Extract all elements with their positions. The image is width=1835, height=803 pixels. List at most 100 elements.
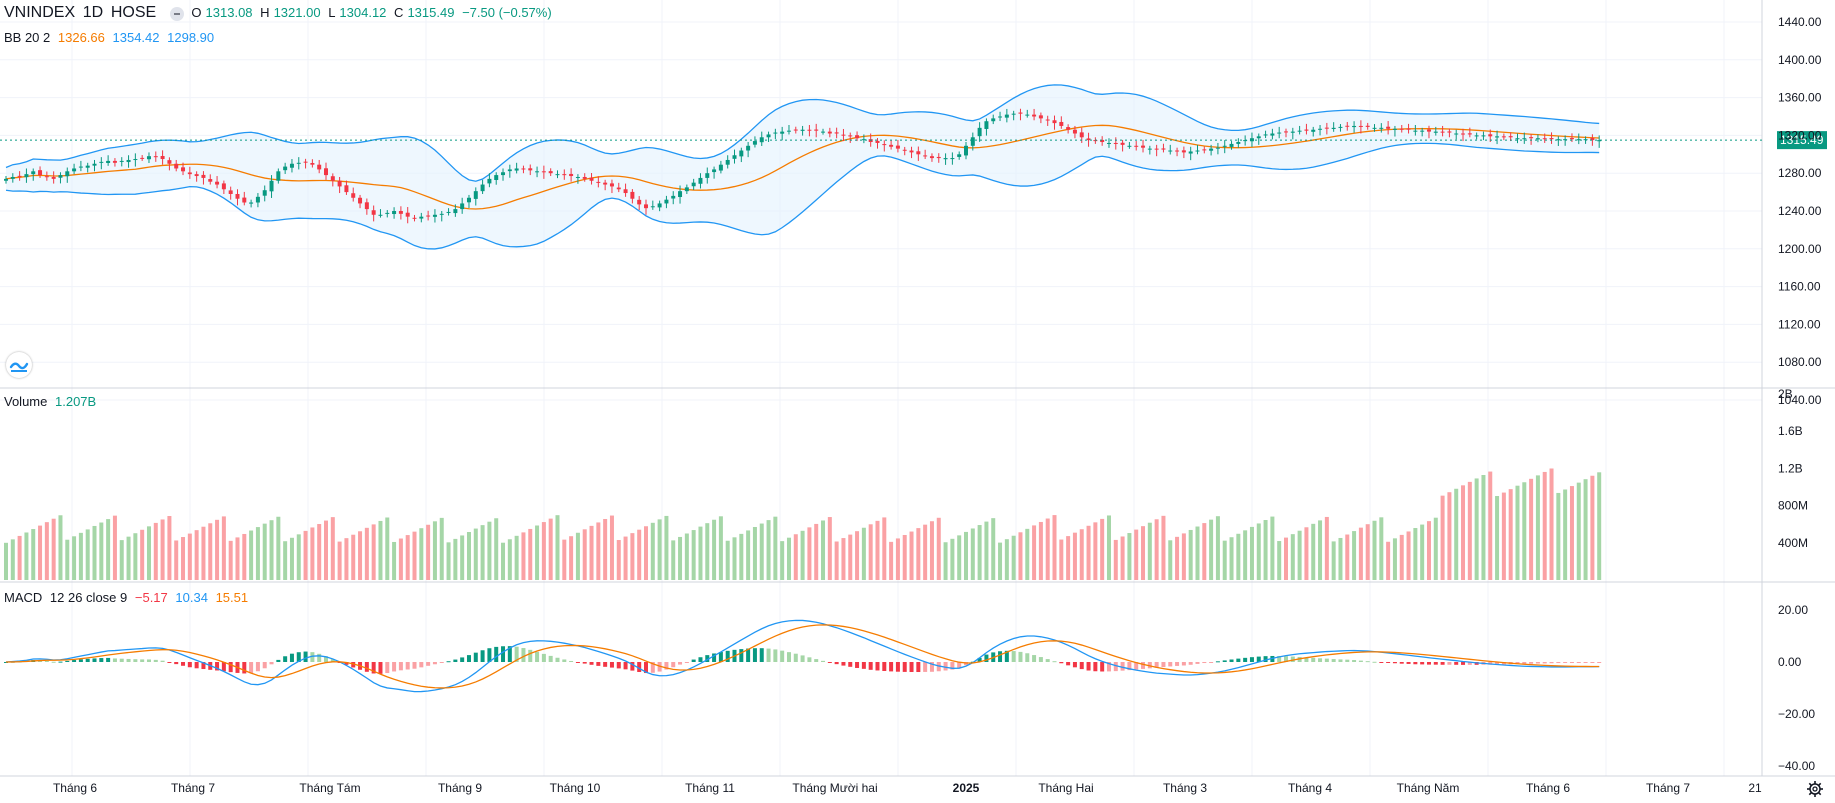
macd-hist-bar [242,662,247,674]
volume-bar [1481,475,1486,580]
volume-bar [623,536,628,580]
volume-bar [1563,489,1568,580]
volume-bar [678,536,683,580]
volume-bar [378,520,383,580]
volume-bar [181,537,186,580]
macd-hist-bar [650,662,655,673]
macd-hist-bar [1141,662,1146,669]
candle-body [821,131,826,133]
macd-hist-bar [324,656,328,662]
candle-body [38,170,43,176]
volume-bar [1079,529,1084,580]
candle-body [351,193,356,198]
volume-bar [1331,541,1336,580]
macd-hist-bar [1127,662,1132,671]
macd-hist-bar [364,662,369,672]
candle-body [1297,130,1302,132]
candle-body [167,160,172,164]
candle-body [718,164,723,171]
macd-hist-bar [1372,661,1377,663]
volume-bar [977,525,982,580]
candle-body [296,162,301,164]
candle-body [800,129,805,131]
volume-bar [487,521,492,580]
volume-bar [1311,523,1316,580]
candle-body [889,144,894,147]
candle-body [1215,147,1220,149]
candle-body [909,150,914,153]
settings-gear-icon[interactable] [1806,780,1824,798]
volume-bar [351,534,356,580]
volume-bar [1365,524,1370,580]
collapse-legend-button[interactable] [169,6,184,21]
candle-body [507,169,512,172]
macd-legend[interactable]: MACD 12 26 close 9 −5.17 10.34 15.51 [4,590,252,605]
macd-hist-bar [821,660,826,662]
volume-bar [426,524,431,580]
candle-body [569,173,574,177]
candle-body [1488,134,1493,137]
candle-body [330,176,335,181]
macd-hist-bar [1222,660,1227,662]
candle-body [1304,129,1309,131]
volume-bar [855,531,860,580]
macd-hist-bar [276,659,281,662]
macd-hist-bar [249,662,254,674]
candle-body [1127,145,1132,147]
macd-signal-line [5,624,1600,689]
candle-body [501,172,506,176]
time-axis-label: 21 [1748,781,1762,795]
volume-bar [24,532,29,580]
volume-bar [38,525,43,580]
tradingview-logo-icon[interactable] [6,352,32,378]
volume-bar [582,529,587,580]
candle-body [1222,145,1227,147]
volume-bar [1181,533,1186,580]
candle-body [705,173,710,178]
volume-bar [684,533,689,580]
volume-bar [201,526,206,580]
candle-body [1358,125,1363,127]
candle-body [991,118,996,122]
candle-body [1175,150,1180,152]
macd-hist-bar [85,658,90,662]
candle-body [228,190,233,194]
interval-label[interactable]: 1D [82,4,104,21]
volume-bar [221,516,226,580]
macd-hist-bar [473,652,478,662]
volume-bar [1420,524,1425,580]
macd-hist-bar [1059,662,1064,664]
symbol-name[interactable]: VNINDEX [4,4,76,21]
volume-bar [1120,536,1125,580]
volume-bar [895,538,900,580]
candle-body [1202,149,1207,151]
candle-body [201,174,206,178]
macd-hist-bar [814,659,819,662]
candle-body [1052,120,1057,124]
volume-bar [283,541,288,580]
macd-hist-bar [1113,662,1118,672]
volume-bar [650,522,655,580]
candle-body [412,217,417,219]
macd-hist-bar [1426,662,1431,665]
volume-legend[interactable]: Volume 1.207B [4,394,100,409]
candle-body [317,164,322,170]
volume-bar [1406,531,1411,580]
macd-hist-bar [1358,660,1363,662]
candle-body [51,176,56,179]
candle-body [140,157,145,159]
macd-hist-bar [1406,662,1411,664]
candle-body [364,202,369,210]
volume-bar [85,529,90,580]
candle-body [875,140,880,143]
exchange-label: HOSE [110,4,157,21]
high-label: H [260,5,270,20]
candle-body [1018,112,1023,114]
volume-bar [1399,534,1404,580]
time-axis-label: Tháng 10 [550,781,601,795]
candle-body [17,175,22,177]
bb-lower-line [5,142,1600,250]
volume-bar [160,519,165,580]
bb-legend[interactable]: BB 20 2 1326.66 1354.42 1298.90 [4,30,218,45]
